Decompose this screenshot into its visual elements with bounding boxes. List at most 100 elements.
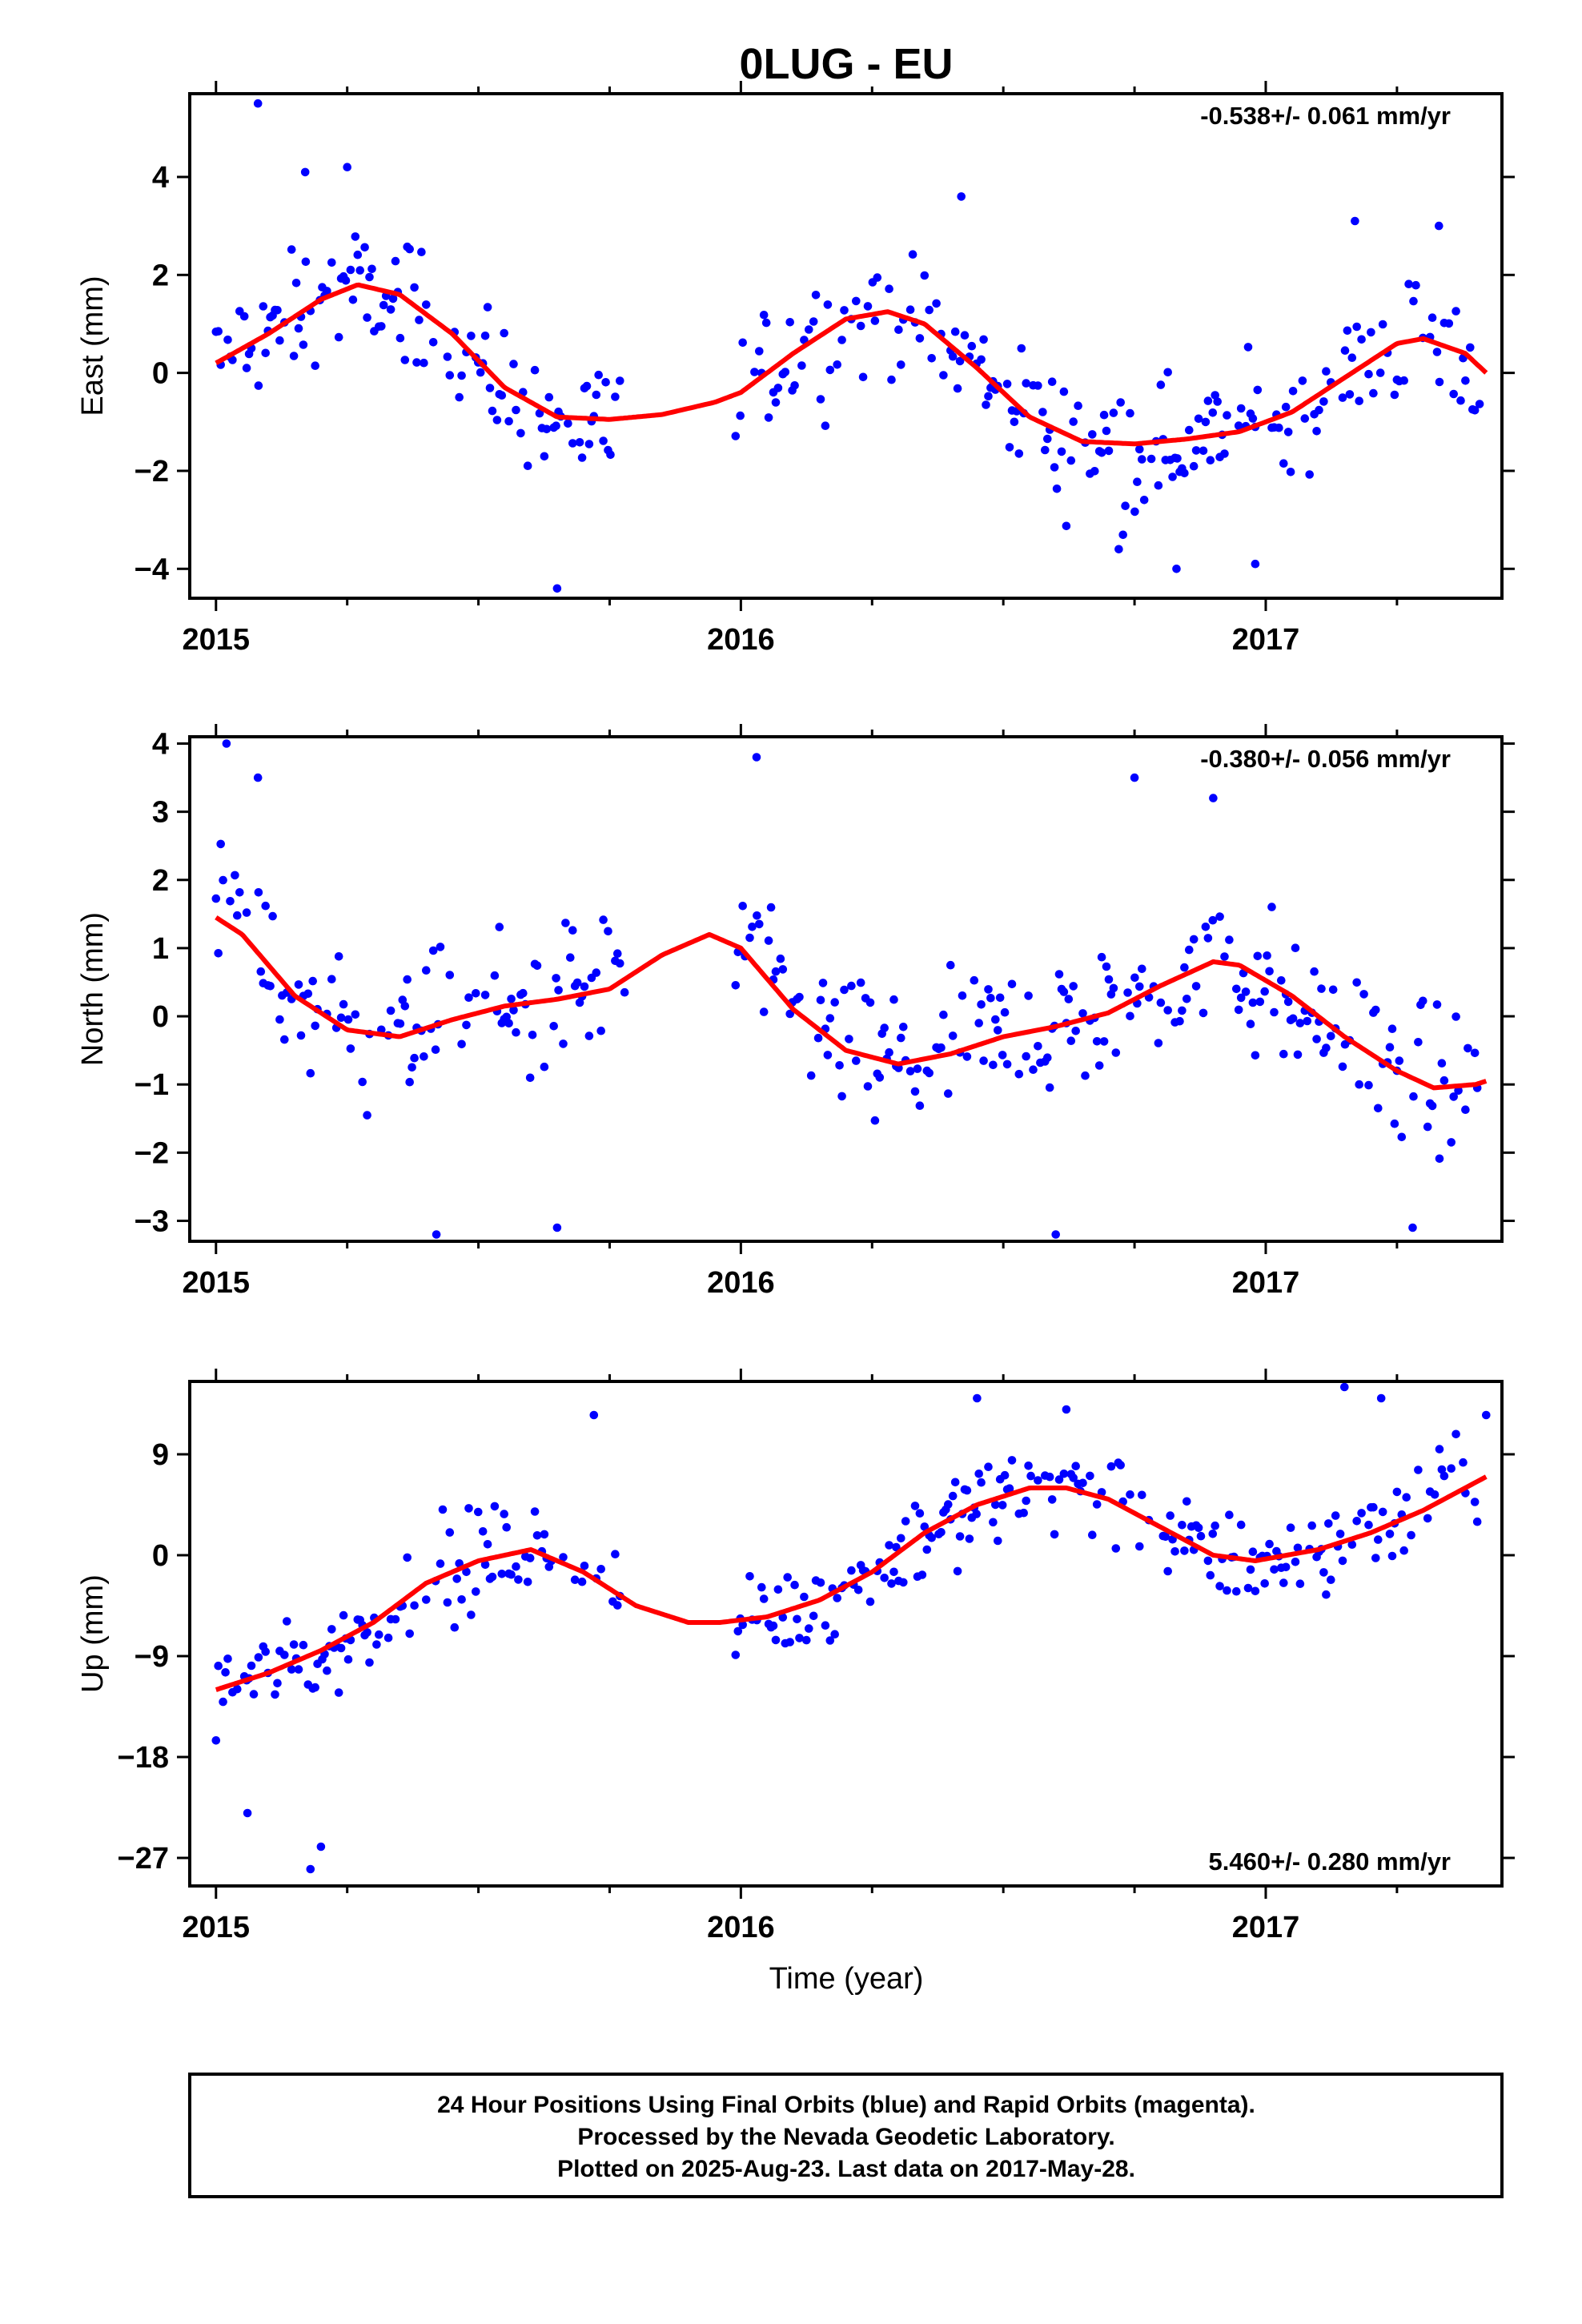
data-point xyxy=(488,406,497,416)
y-tick-label: 0 xyxy=(152,1000,169,1034)
data-point xyxy=(910,1502,920,1510)
data-point xyxy=(1220,449,1229,458)
data-point xyxy=(1246,1565,1255,1574)
data-point xyxy=(953,384,962,393)
data-point xyxy=(1371,1554,1380,1562)
data-point xyxy=(1435,221,1443,231)
data-point xyxy=(915,1101,925,1110)
data-point xyxy=(396,1019,405,1028)
data-point xyxy=(939,1010,948,1019)
data-point xyxy=(880,1023,889,1032)
data-point xyxy=(1123,988,1132,997)
data-point xyxy=(497,391,507,400)
data-point xyxy=(745,1572,754,1581)
data-point xyxy=(1411,280,1420,290)
data-point xyxy=(1139,496,1149,505)
data-point xyxy=(1223,1586,1231,1595)
data-point xyxy=(542,424,552,434)
data-point xyxy=(452,1574,461,1583)
rate-annotation: -0.380+/- 0.056 mm/yr xyxy=(1200,745,1451,773)
data-point xyxy=(1466,343,1475,352)
data-point xyxy=(946,960,955,970)
data-point xyxy=(856,321,865,331)
data-point xyxy=(275,1015,284,1024)
data-point xyxy=(1277,976,1286,985)
data-point xyxy=(875,1073,885,1082)
data-point xyxy=(249,1690,259,1699)
data-point xyxy=(1291,1558,1300,1566)
data-point xyxy=(259,302,268,311)
data-point xyxy=(353,250,363,259)
data-point xyxy=(793,1614,801,1624)
data-point xyxy=(396,333,405,343)
data-point xyxy=(830,1630,839,1638)
data-point xyxy=(1000,1470,1010,1480)
data-point xyxy=(509,360,518,368)
data-point xyxy=(412,358,421,367)
data-point xyxy=(391,1614,400,1624)
data-point xyxy=(738,1620,747,1630)
data-point xyxy=(283,1617,291,1626)
data-point xyxy=(1126,1490,1134,1499)
data-point xyxy=(1173,454,1182,463)
data-point xyxy=(483,1540,492,1549)
data-point xyxy=(1045,1083,1054,1092)
data-point xyxy=(974,1470,983,1478)
data-point xyxy=(450,1622,460,1632)
data-point xyxy=(223,336,232,344)
data-point xyxy=(355,266,365,275)
data-point xyxy=(818,979,828,987)
data-point xyxy=(989,1060,998,1070)
data-point xyxy=(873,273,882,282)
fit-curve xyxy=(215,282,1488,447)
data-point xyxy=(778,1613,788,1622)
data-point xyxy=(243,1808,252,1818)
data-point xyxy=(1064,995,1074,1003)
data-point xyxy=(268,911,277,921)
data-point xyxy=(816,995,825,1005)
data-point xyxy=(273,306,282,315)
data-point xyxy=(1390,390,1399,400)
data-point xyxy=(1043,434,1052,444)
data-point xyxy=(1367,328,1375,337)
x-tick-label: 2016 xyxy=(707,1911,775,1944)
data-point xyxy=(492,416,502,424)
data-point xyxy=(391,256,400,266)
data-point xyxy=(1024,991,1033,1000)
data-point xyxy=(1111,1048,1121,1057)
data-point xyxy=(1303,1016,1312,1026)
data-point xyxy=(377,322,386,331)
data-point xyxy=(1407,1530,1415,1540)
data-point xyxy=(821,1621,830,1630)
data-point xyxy=(1114,545,1123,554)
data-point xyxy=(559,1553,568,1562)
data-point xyxy=(480,1560,490,1570)
data-point xyxy=(1078,1009,1087,1018)
data-point xyxy=(731,1651,741,1659)
footer-box: 24 Hour Positions Using Final Orbits (bl… xyxy=(188,2073,1504,2198)
data-point xyxy=(334,952,343,961)
data-point xyxy=(611,1550,620,1558)
data-point xyxy=(927,354,936,363)
data-point xyxy=(1090,467,1099,476)
data-point xyxy=(1022,1051,1030,1061)
data-point xyxy=(540,1530,549,1539)
data-point xyxy=(998,1051,1007,1059)
data-point xyxy=(299,340,308,349)
data-point xyxy=(845,1035,853,1043)
data-point xyxy=(1437,1465,1447,1474)
x-tick-label: 2015 xyxy=(183,1911,251,1944)
data-point xyxy=(1327,1575,1335,1584)
data-point xyxy=(1208,915,1218,925)
data-point xyxy=(738,338,747,348)
data-point xyxy=(445,371,455,380)
data-point xyxy=(984,1462,993,1471)
data-point xyxy=(1043,1053,1052,1062)
data-point xyxy=(1427,1101,1437,1111)
data-point xyxy=(998,1501,1007,1510)
data-point xyxy=(922,1545,932,1554)
data-point xyxy=(1002,1059,1012,1069)
data-point xyxy=(428,338,438,347)
data-point xyxy=(837,1092,846,1101)
